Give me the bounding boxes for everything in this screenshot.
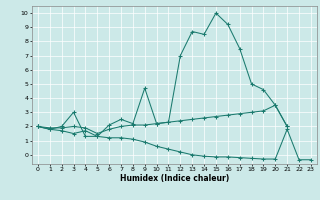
X-axis label: Humidex (Indice chaleur): Humidex (Indice chaleur) [120,174,229,183]
